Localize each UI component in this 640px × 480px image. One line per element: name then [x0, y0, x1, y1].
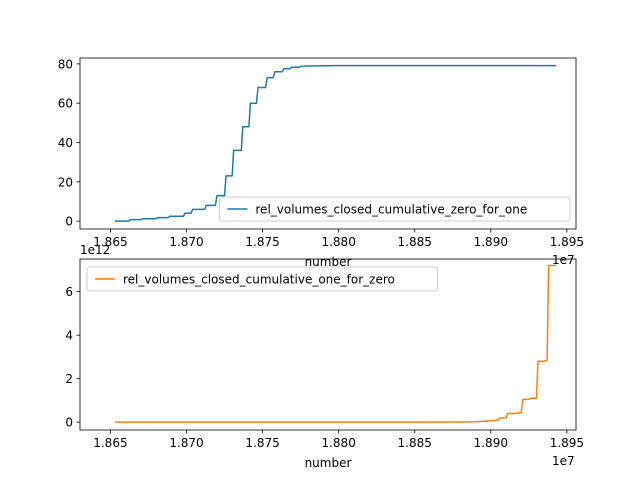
top-y-offset-text: 1e12: [80, 243, 110, 257]
top-legend-label: rel_volumes_closed_cumulative_zero_for_o…: [255, 203, 527, 217]
top-x-tick-label: 1.865: [93, 235, 127, 249]
bottom-x-tick-label: 1.865: [93, 436, 127, 450]
bottom-x-tick-label: 1.895: [550, 436, 584, 450]
top-x-tick-label: 1.880: [321, 235, 355, 249]
top-axes-frame: [79, 57, 577, 230]
top-legend: rel_volumes_closed_cumulative_zero_for_o…: [218, 196, 571, 222]
bottom-y-tick-label: 2: [65, 372, 73, 386]
top-y-tick-label: 0: [65, 215, 73, 229]
top-x-tick-label: 1.870: [169, 235, 203, 249]
bottom-x-tick-label: 1.880: [321, 436, 355, 450]
bottom-x-tick-label: 1.870: [169, 436, 203, 450]
top-legend-box: [218, 196, 571, 222]
top-axes: 1e12 1e7 number 1.865 1.870 1.875 1.880 1.88…: [58, 57, 584, 269]
bottom-x-tick-label: 1.885: [398, 436, 432, 450]
bottom-axes: 1e7 number 1.865 1.870 1.875 1.880 1.885 1.89…: [65, 258, 584, 470]
bottom-series-line-0: [114, 264, 557, 423]
top-y-tick-label: 60: [58, 97, 73, 111]
bottom-x-tick-label: 1.875: [245, 436, 279, 450]
top-x-offset-text: 1e7: [552, 253, 575, 267]
top-y-tick-label: 40: [58, 136, 73, 150]
top-x-tick-label: 1.875: [245, 235, 279, 249]
bottom-y-tick-label: 0: [65, 416, 73, 430]
top-y-tick-label: 80: [58, 57, 73, 71]
bottom-x-tick-label: 1.890: [474, 436, 508, 450]
bottom-legend: rel_volumes_closed_cumulative_one_for_ze…: [86, 266, 439, 292]
bottom-x-axis-title: number: [305, 456, 352, 470]
bottom-legend-label: rel_volumes_closed_cumulative_one_for_ze…: [123, 273, 395, 287]
top-x-tick-label: 1.885: [398, 235, 432, 249]
bottom-y-tick-label: 6: [65, 285, 73, 299]
top-x-tick-label: 1.895: [550, 235, 584, 249]
bottom-axes-frame: [79, 258, 577, 431]
top-series-line-0: [114, 64, 557, 222]
top-x-tick-label: 1.890: [474, 235, 508, 249]
bottom-x-offset-text: 1e7: [552, 454, 575, 468]
bottom-y-tick-label: 4: [65, 329, 73, 343]
bottom-legend-box: [86, 266, 439, 292]
top-x-axis-title: number: [305, 255, 352, 269]
top-y-tick-label: 20: [58, 175, 73, 189]
